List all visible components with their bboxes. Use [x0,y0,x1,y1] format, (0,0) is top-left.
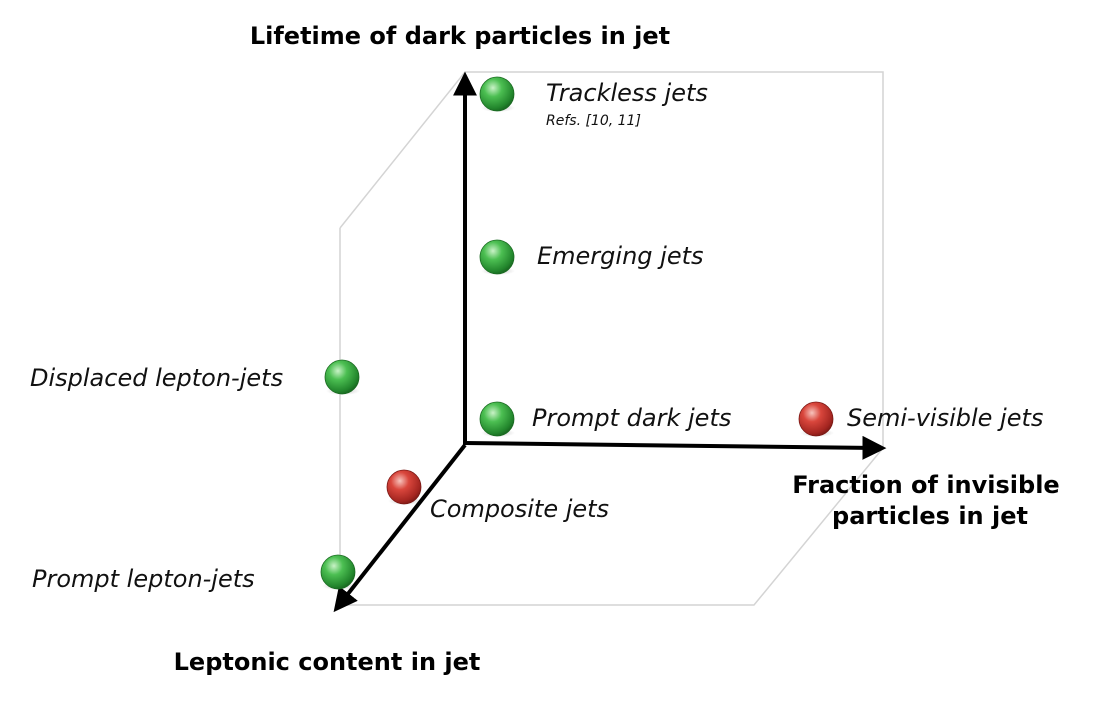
depth-axis-title: Leptonic content in jet [174,648,481,676]
sphere-prompt-lepton-jets [320,554,356,590]
sphere-semi-visible-jets [798,401,834,437]
sphere-prompt-dark-jets [479,401,515,437]
label-trackless-jets: Trackless jets [546,79,708,107]
box-bottom-edge [340,447,884,606]
label-displaced-lepton-jets: Displaced lepton-jets [30,364,283,392]
vertical-axis-title: Lifetime of dark particles in jet [250,22,670,50]
wireframe-box [339,71,884,606]
label-semi-visible-jets: Semi-visible jets [847,404,1043,432]
horizontal-axis-title-line1: Fraction of invisible [792,471,1059,499]
label-prompt-dark-jets: Prompt dark jets [532,404,731,432]
label-composite-jets: Composite jets [430,495,609,523]
label-emerging-jets: Emerging jets [537,242,704,270]
sphere-composite-jets [386,469,422,505]
horizontal-axis-title-line2: particles in jet [832,502,1028,530]
horizontal-axis-arrow [464,435,887,460]
label-prompt-lepton-jets: Prompt lepton-jets [32,565,255,593]
box-top-edge [339,71,884,448]
sphere-emerging-jets [479,239,515,275]
axes [333,71,887,613]
sphere-displaced-lepton-jets [324,359,360,395]
depth-axis-arrow [333,443,467,613]
ref-trackless-jets: Refs. [10, 11] [546,113,641,129]
sphere-trackless-jets [479,76,515,112]
